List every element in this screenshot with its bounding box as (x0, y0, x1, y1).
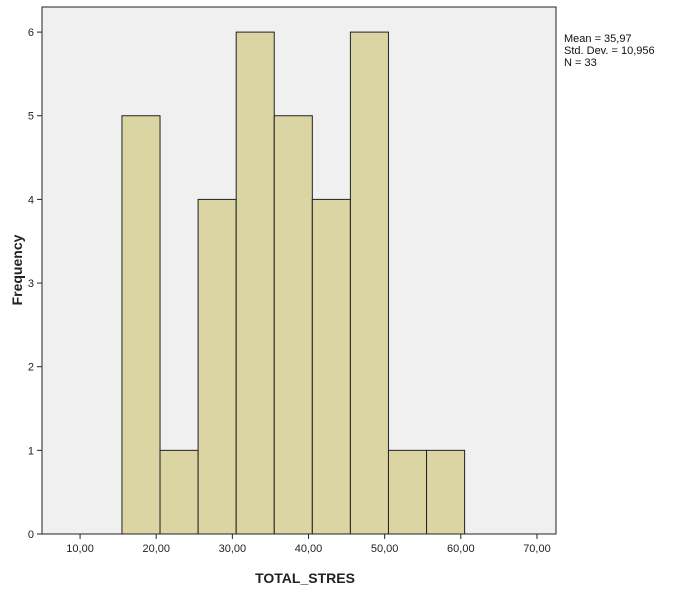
x-tick-label: 40,00 (295, 543, 323, 555)
stat-std-dev: Std. Dev. = 10,956 (564, 45, 655, 57)
histogram-bar (235, 31, 275, 535)
histogram-bar (121, 115, 161, 535)
histogram-bar (426, 449, 466, 535)
x-tick-label: 10,00 (66, 543, 94, 555)
x-tick-label: 60,00 (447, 543, 475, 555)
x-tick-label: 50,00 (371, 543, 399, 555)
x-axis: 10,00 20,00 30,00 40,00 50,00 60,00 70,00 (66, 534, 551, 555)
x-tick-label: 30,00 (219, 543, 247, 555)
histogram-bar (387, 449, 428, 535)
histogram-bar (273, 115, 313, 535)
y-tick-label: 5 (28, 111, 34, 123)
histogram-bar (159, 449, 199, 535)
histogram-bar (349, 31, 389, 535)
y-tick-label: 4 (28, 194, 34, 206)
y-tick-label: 1 (28, 445, 34, 457)
x-tick-label: 20,00 (142, 543, 170, 555)
bars-group (121, 31, 466, 535)
y-tick-label: 6 (28, 27, 34, 39)
histogram-bar (197, 198, 237, 535)
stat-n: N = 33 (564, 57, 597, 69)
y-axis: 0 1 2 3 4 5 6 (28, 27, 42, 541)
stat-mean: Mean = 35,97 (564, 33, 632, 45)
x-axis-title: TOTAL_STRES (255, 570, 355, 586)
histogram-bar (311, 198, 351, 535)
y-tick-label: 0 (28, 529, 34, 541)
y-axis-title: Frequency (9, 234, 25, 305)
x-tick-label: 70,00 (523, 543, 551, 555)
y-tick-label: 2 (28, 362, 34, 374)
y-tick-label: 3 (28, 278, 34, 290)
summary-statistics: Mean = 35,97 Std. Dev. = 10,956 N = 33 (564, 33, 655, 69)
